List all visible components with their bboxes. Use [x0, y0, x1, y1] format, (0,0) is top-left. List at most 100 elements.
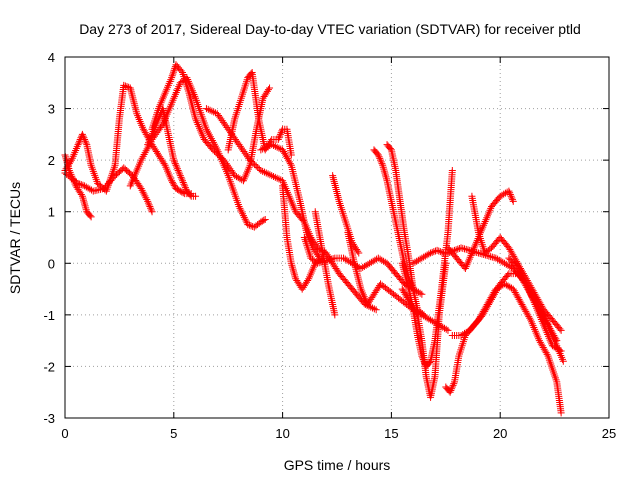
data-point-marker [264, 142, 272, 150]
data-point-marker [507, 192, 515, 200]
series-track-18 [398, 259, 450, 401]
data-point-marker [81, 136, 89, 144]
data-point-marker [242, 217, 250, 225]
data-point-marker [173, 163, 181, 171]
data-point-marker [557, 326, 565, 334]
data-point-marker [179, 178, 187, 186]
data-point-marker [376, 154, 384, 162]
data-point-marker [267, 137, 275, 145]
data-point-marker [252, 162, 260, 170]
data-point-marker [304, 276, 312, 284]
data-point-marker [277, 129, 285, 137]
data-point-marker [171, 158, 179, 166]
data-point-marker [62, 153, 70, 161]
data-point-marker [326, 256, 334, 264]
data-point-marker [539, 309, 547, 317]
y-tick-label: 4 [48, 50, 55, 65]
data-point-marker [427, 249, 435, 257]
data-point-marker [288, 261, 296, 269]
data-point-marker [147, 206, 155, 214]
data-point-marker [462, 245, 470, 253]
data-point-marker [86, 212, 94, 220]
data-point-marker [81, 200, 89, 208]
data-point-marker [448, 383, 456, 391]
data-point-marker [178, 188, 186, 196]
series-track-4 [126, 74, 269, 231]
data-point-marker [202, 105, 210, 113]
data-point-marker [288, 263, 296, 271]
data-point-marker [172, 161, 180, 169]
data-point-marker [375, 153, 383, 161]
data-point-marker [275, 175, 283, 183]
data-point-marker [170, 181, 178, 189]
x-tick-label: 25 [602, 426, 616, 441]
data-point-marker [177, 67, 185, 75]
data-point-marker [425, 250, 433, 258]
series-track-9 [257, 141, 330, 262]
series-track-21 [448, 280, 565, 417]
series-track-5 [144, 105, 200, 200]
data-point-marker [82, 139, 90, 147]
series-track-8 [224, 68, 295, 159]
data-point-marker [266, 84, 274, 92]
data-point-marker [386, 145, 394, 153]
data-point-marker [444, 326, 452, 334]
y-tick-label: 2 [48, 153, 55, 168]
data-point-marker [180, 180, 188, 188]
data-point-marker [179, 177, 187, 185]
data-point-marker [235, 203, 243, 211]
data-point-marker [271, 173, 279, 181]
data-point-marker [237, 206, 245, 214]
data-point-marker [87, 213, 95, 221]
data-point-marker [123, 83, 131, 91]
data-point-marker [435, 247, 443, 255]
data-point-marker [238, 208, 246, 216]
data-point-marker [381, 171, 389, 179]
data-series [61, 61, 567, 417]
data-point-marker [177, 173, 185, 181]
data-point-marker [485, 252, 493, 260]
data-point-marker [257, 218, 265, 226]
data-point-marker [214, 150, 222, 158]
data-point-marker [121, 82, 129, 90]
data-point-marker [369, 304, 377, 312]
data-point-marker [275, 144, 283, 152]
data-point-marker [246, 156, 254, 164]
y-tick-label: 3 [48, 102, 55, 117]
series-track-3 [61, 151, 95, 221]
data-point-marker [355, 249, 363, 257]
data-point-marker [354, 247, 362, 255]
x-tick-label: 15 [384, 426, 398, 441]
data-point-marker [245, 221, 253, 229]
data-point-marker [174, 166, 182, 174]
data-point-marker [239, 210, 247, 218]
data-point-marker [474, 249, 482, 257]
data-point-marker [144, 199, 152, 207]
data-point-marker [377, 156, 385, 164]
y-tick-label: -2 [43, 359, 55, 374]
data-point-marker [490, 254, 498, 262]
data-point-marker [264, 86, 272, 94]
data-point-marker [120, 81, 128, 89]
data-point-marker [239, 212, 247, 220]
data-point-marker [382, 173, 390, 181]
data-point-marker [210, 108, 218, 116]
x-tick-label: 10 [275, 426, 289, 441]
data-point-marker [169, 180, 177, 188]
data-point-marker [249, 159, 257, 167]
data-point-marker [168, 177, 176, 185]
data-point-marker [79, 132, 87, 140]
data-point-marker [78, 130, 86, 138]
data-point-marker [173, 165, 181, 173]
data-point-marker [204, 105, 212, 113]
data-point-marker [176, 170, 184, 178]
data-point-marker [260, 144, 268, 152]
data-point-marker [251, 161, 259, 169]
data-point-marker [170, 156, 178, 164]
series-track-7 [202, 105, 380, 314]
data-point-marker [248, 158, 256, 166]
data-point-marker [452, 246, 460, 254]
data-point-marker [381, 169, 389, 177]
data-point-marker [75, 139, 83, 147]
data-point-marker [476, 249, 484, 257]
